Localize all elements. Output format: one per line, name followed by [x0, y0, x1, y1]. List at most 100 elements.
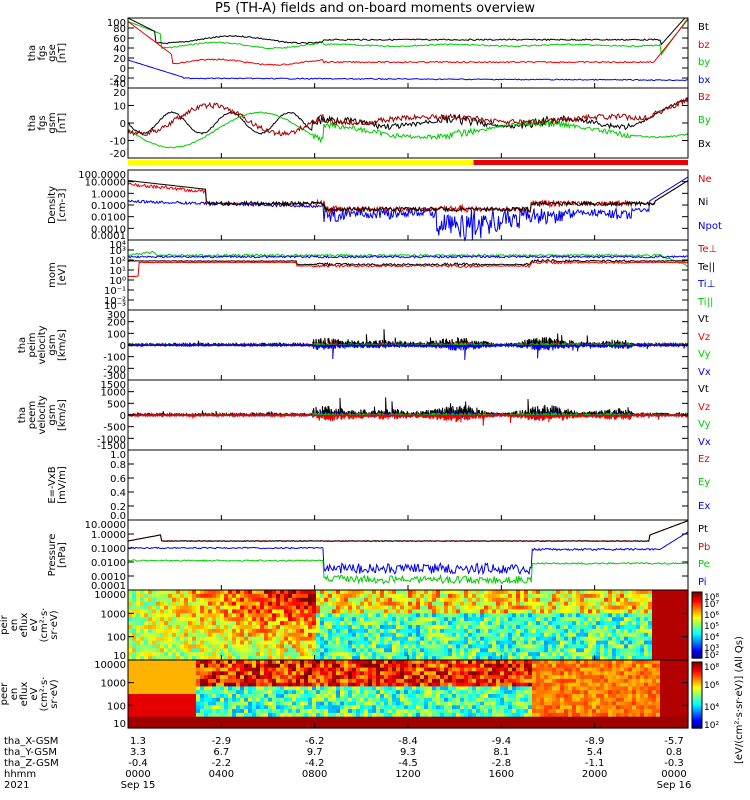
- y-tick-label: 0: [120, 341, 126, 352]
- ephemeris-value: 3.3: [130, 747, 146, 758]
- legend-efield-2: Ex: [698, 500, 711, 512]
- y-tick-label: 0.0010: [91, 224, 126, 235]
- series-ti-par: [127, 250, 689, 267]
- y-tick-label: -300: [103, 371, 126, 382]
- y-tick-label: 1.0000: [91, 530, 126, 541]
- ephemeris-value: Sep 16: [656, 780, 692, 791]
- ephemeris-value: -4.5: [398, 758, 418, 769]
- y-tick-label: 1000: [101, 609, 126, 620]
- series-vt: [127, 397, 689, 417]
- mode-bar-fast: [473, 160, 688, 165]
- ephemeris-value: -0.3: [664, 758, 684, 769]
- y-tick-label: 0: [120, 411, 126, 422]
- legend-fgs-2: by: [698, 57, 711, 68]
- series-pt: [127, 520, 689, 542]
- colorbar-tick: 10³: [704, 644, 719, 654]
- y-tick-label: 20: [113, 54, 126, 65]
- y-tick-label: 10⁻²: [104, 296, 126, 307]
- y-tick-label: -200: [103, 364, 126, 375]
- y-tick-label: 10⁰: [109, 276, 126, 287]
- y-tick-label: 0.2: [110, 502, 126, 513]
- legend-fgsgsm-1: By: [698, 115, 711, 127]
- ephemeris-value: -1.1: [584, 758, 605, 769]
- colorbar-tick: 10²: [704, 651, 719, 661]
- y-tick-label: 0: [120, 64, 126, 75]
- y-tick-label: 10.0000: [85, 178, 126, 189]
- series-gsm-bz: [127, 97, 689, 137]
- legend-efield-1: Ey: [698, 477, 711, 489]
- y-tick-label: 0.0001: [91, 231, 126, 242]
- y-tick-label: 0.0100: [91, 558, 126, 569]
- colorbar-peer: 10⁸ 10⁶ 10⁴ 10²: [691, 661, 719, 731]
- ephemeris-value: 0000: [125, 769, 151, 780]
- ephemeris-value: 9.3: [400, 747, 416, 758]
- series-pe: [128, 559, 689, 585]
- y-tick-label: 80: [113, 24, 126, 35]
- colorbar-tick: 10⁸: [704, 663, 719, 673]
- colorbar-label: [eV/(cm²·s·sr·eV)] (All Qs): [734, 636, 745, 764]
- legend-pressure-1: Pb: [698, 541, 711, 553]
- series-bz: [127, 19, 689, 67]
- y-tick-label: 1000: [101, 679, 126, 690]
- y-tick-label: 0.8: [110, 460, 126, 471]
- legend-fgs-0: Bt: [698, 22, 709, 33]
- y-tick-label: 10.0000: [85, 520, 126, 531]
- ephemeris-value: 6.7: [213, 747, 230, 758]
- y-tick-label: 10⁻¹: [104, 286, 126, 297]
- series-pi: [127, 531, 689, 576]
- legend-density-1: Ni: [698, 197, 709, 209]
- series-vx: [127, 343, 689, 361]
- legend-peemv-1: Vz: [698, 401, 711, 413]
- y-tick-label: 10³: [109, 246, 126, 257]
- legend-peimv-1: Vz: [698, 331, 711, 343]
- y-tick-label: -1500: [97, 441, 126, 452]
- series-bx: [127, 59, 689, 82]
- series-ne: [127, 180, 689, 215]
- y-tick-label: 0.0100: [91, 213, 126, 224]
- series-pb: [127, 520, 689, 542]
- legend-fgsgsm-0: Bz: [698, 92, 711, 103]
- y-tick-label: 0.0: [110, 511, 126, 522]
- panel-frame-temp: [127, 239, 689, 311]
- ephemeris-value: -5.7: [664, 736, 684, 747]
- series-vz: [127, 413, 689, 426]
- ephemeris-value: 1200: [395, 769, 421, 780]
- y-tick-label: -500: [103, 423, 126, 434]
- ephemeris-value: -6.2: [304, 736, 325, 747]
- legend-efield-0: Ez: [698, 454, 710, 465]
- legend-fgs-3: bx: [698, 74, 711, 86]
- y-tick-label: 100: [107, 329, 126, 340]
- ephemeris-value: 0800: [301, 769, 328, 780]
- y-tick-label: -20: [110, 149, 126, 160]
- y-tick-label: 0.1000: [91, 201, 126, 212]
- legend-temp-2: Ti⊥: [698, 279, 716, 290]
- legend-peemv-2: Vy: [698, 419, 711, 430]
- panel-frame-pressure: [127, 519, 689, 591]
- colorbar-tick: 10⁵: [704, 622, 719, 632]
- series-npot: [127, 176, 689, 242]
- y-tick-label: -10: [110, 137, 126, 148]
- panel-frame-fgsgsm: [127, 87, 689, 159]
- series-gsm-bx: [127, 97, 689, 135]
- chart-title: P5 (TH-A) fields and on-board moments ov…: [214, 1, 536, 16]
- ephemeris-value: 0400: [208, 769, 235, 780]
- colorbar-tick: 10²: [704, 721, 719, 731]
- y-tick-label: 10: [113, 651, 126, 662]
- series-bt: [127, 17, 688, 46]
- y-tick-label: 100: [107, 701, 126, 712]
- ephemeris-value: -9.4: [491, 736, 512, 747]
- y-axis-label-efield: E=-VxB [mV/m]: [47, 466, 68, 504]
- y-tick-label: 500: [107, 399, 126, 410]
- y-tick-label: 300: [107, 310, 126, 321]
- legend-temp-1: Te||: [698, 261, 716, 273]
- legend-fgsgsm-2: Bx: [698, 138, 711, 150]
- y-tick-label: -100: [103, 353, 126, 364]
- ephemeris-value: -2.2: [211, 758, 232, 769]
- ephemeris-value: 9.7: [306, 747, 323, 758]
- y-tick-label: 10²: [109, 256, 126, 267]
- y-tick-label: 0: [120, 119, 126, 130]
- legend-pressure-0: Pt: [698, 524, 708, 535]
- ephemeris-row-label: hhmm: [4, 769, 37, 780]
